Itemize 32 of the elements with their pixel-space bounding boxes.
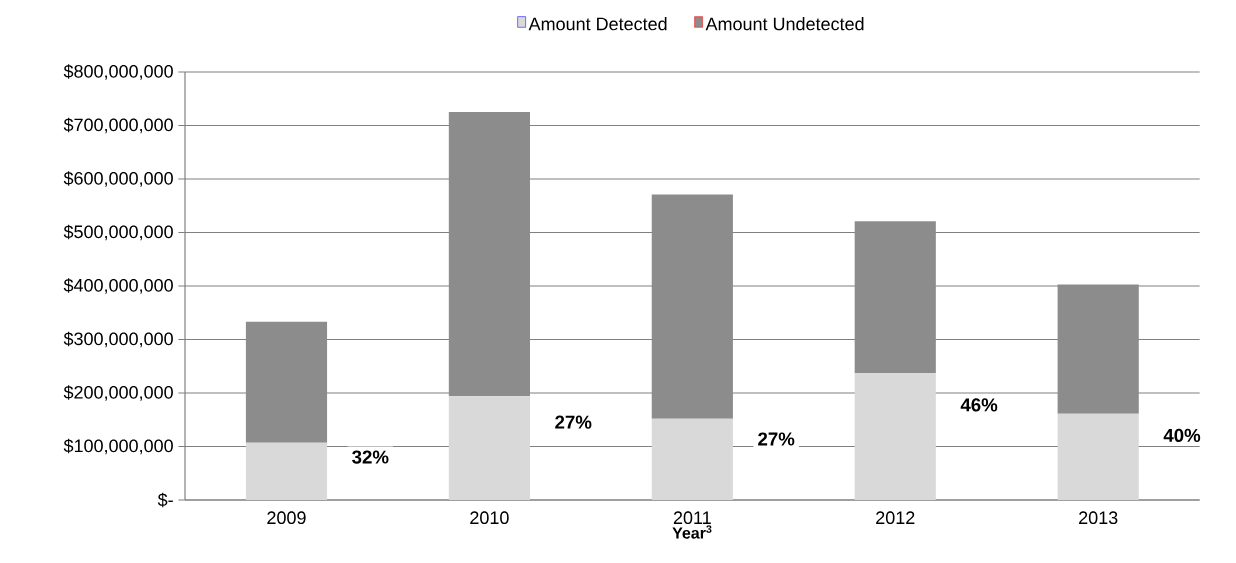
annotation: 40%: [1163, 428, 1201, 442]
y-tick-label: $700,000,000: [63, 117, 173, 134]
y-tick-label: $100,000,000: [63, 438, 173, 455]
annotation: 46%: [960, 398, 998, 412]
bar: [1057, 284, 1139, 414]
bar: [245, 321, 328, 443]
bar: [651, 194, 733, 419]
x-tick-label: 2010: [470, 511, 509, 525]
x-tick-label: 2011: [673, 511, 711, 525]
y-tick-label: $300,000,000: [63, 331, 173, 348]
bar: [1057, 413, 1139, 500]
y-tick-label: $200,000,000: [63, 385, 173, 401]
x-tick-label: 2013: [1079, 511, 1118, 525]
bar: [448, 112, 530, 397]
y-tick-label: $600,000,000: [63, 171, 173, 187]
annotation: 27%: [555, 415, 592, 429]
y-tick-label: $-: [157, 492, 173, 508]
x-tick-label: 2012: [876, 511, 915, 525]
annotation: 27%: [758, 432, 795, 446]
x-tick-label: 2009: [267, 511, 306, 525]
y-tick-label: $500,000,000: [63, 224, 173, 241]
bar: [651, 418, 733, 500]
legend-label: Amount Detected: [528, 17, 667, 31]
legend-label: Amount Undetected: [705, 17, 864, 31]
bar: [245, 442, 328, 500]
bar: [854, 221, 936, 374]
y-tick-label: $800,000,000: [63, 64, 173, 80]
annotation: 32%: [352, 450, 389, 464]
bar: [854, 373, 936, 500]
bar: [448, 396, 530, 500]
y-tick-label: $400,000,000: [63, 278, 173, 294]
x-axis-title: Year$^{3}$: [672, 525, 712, 539]
